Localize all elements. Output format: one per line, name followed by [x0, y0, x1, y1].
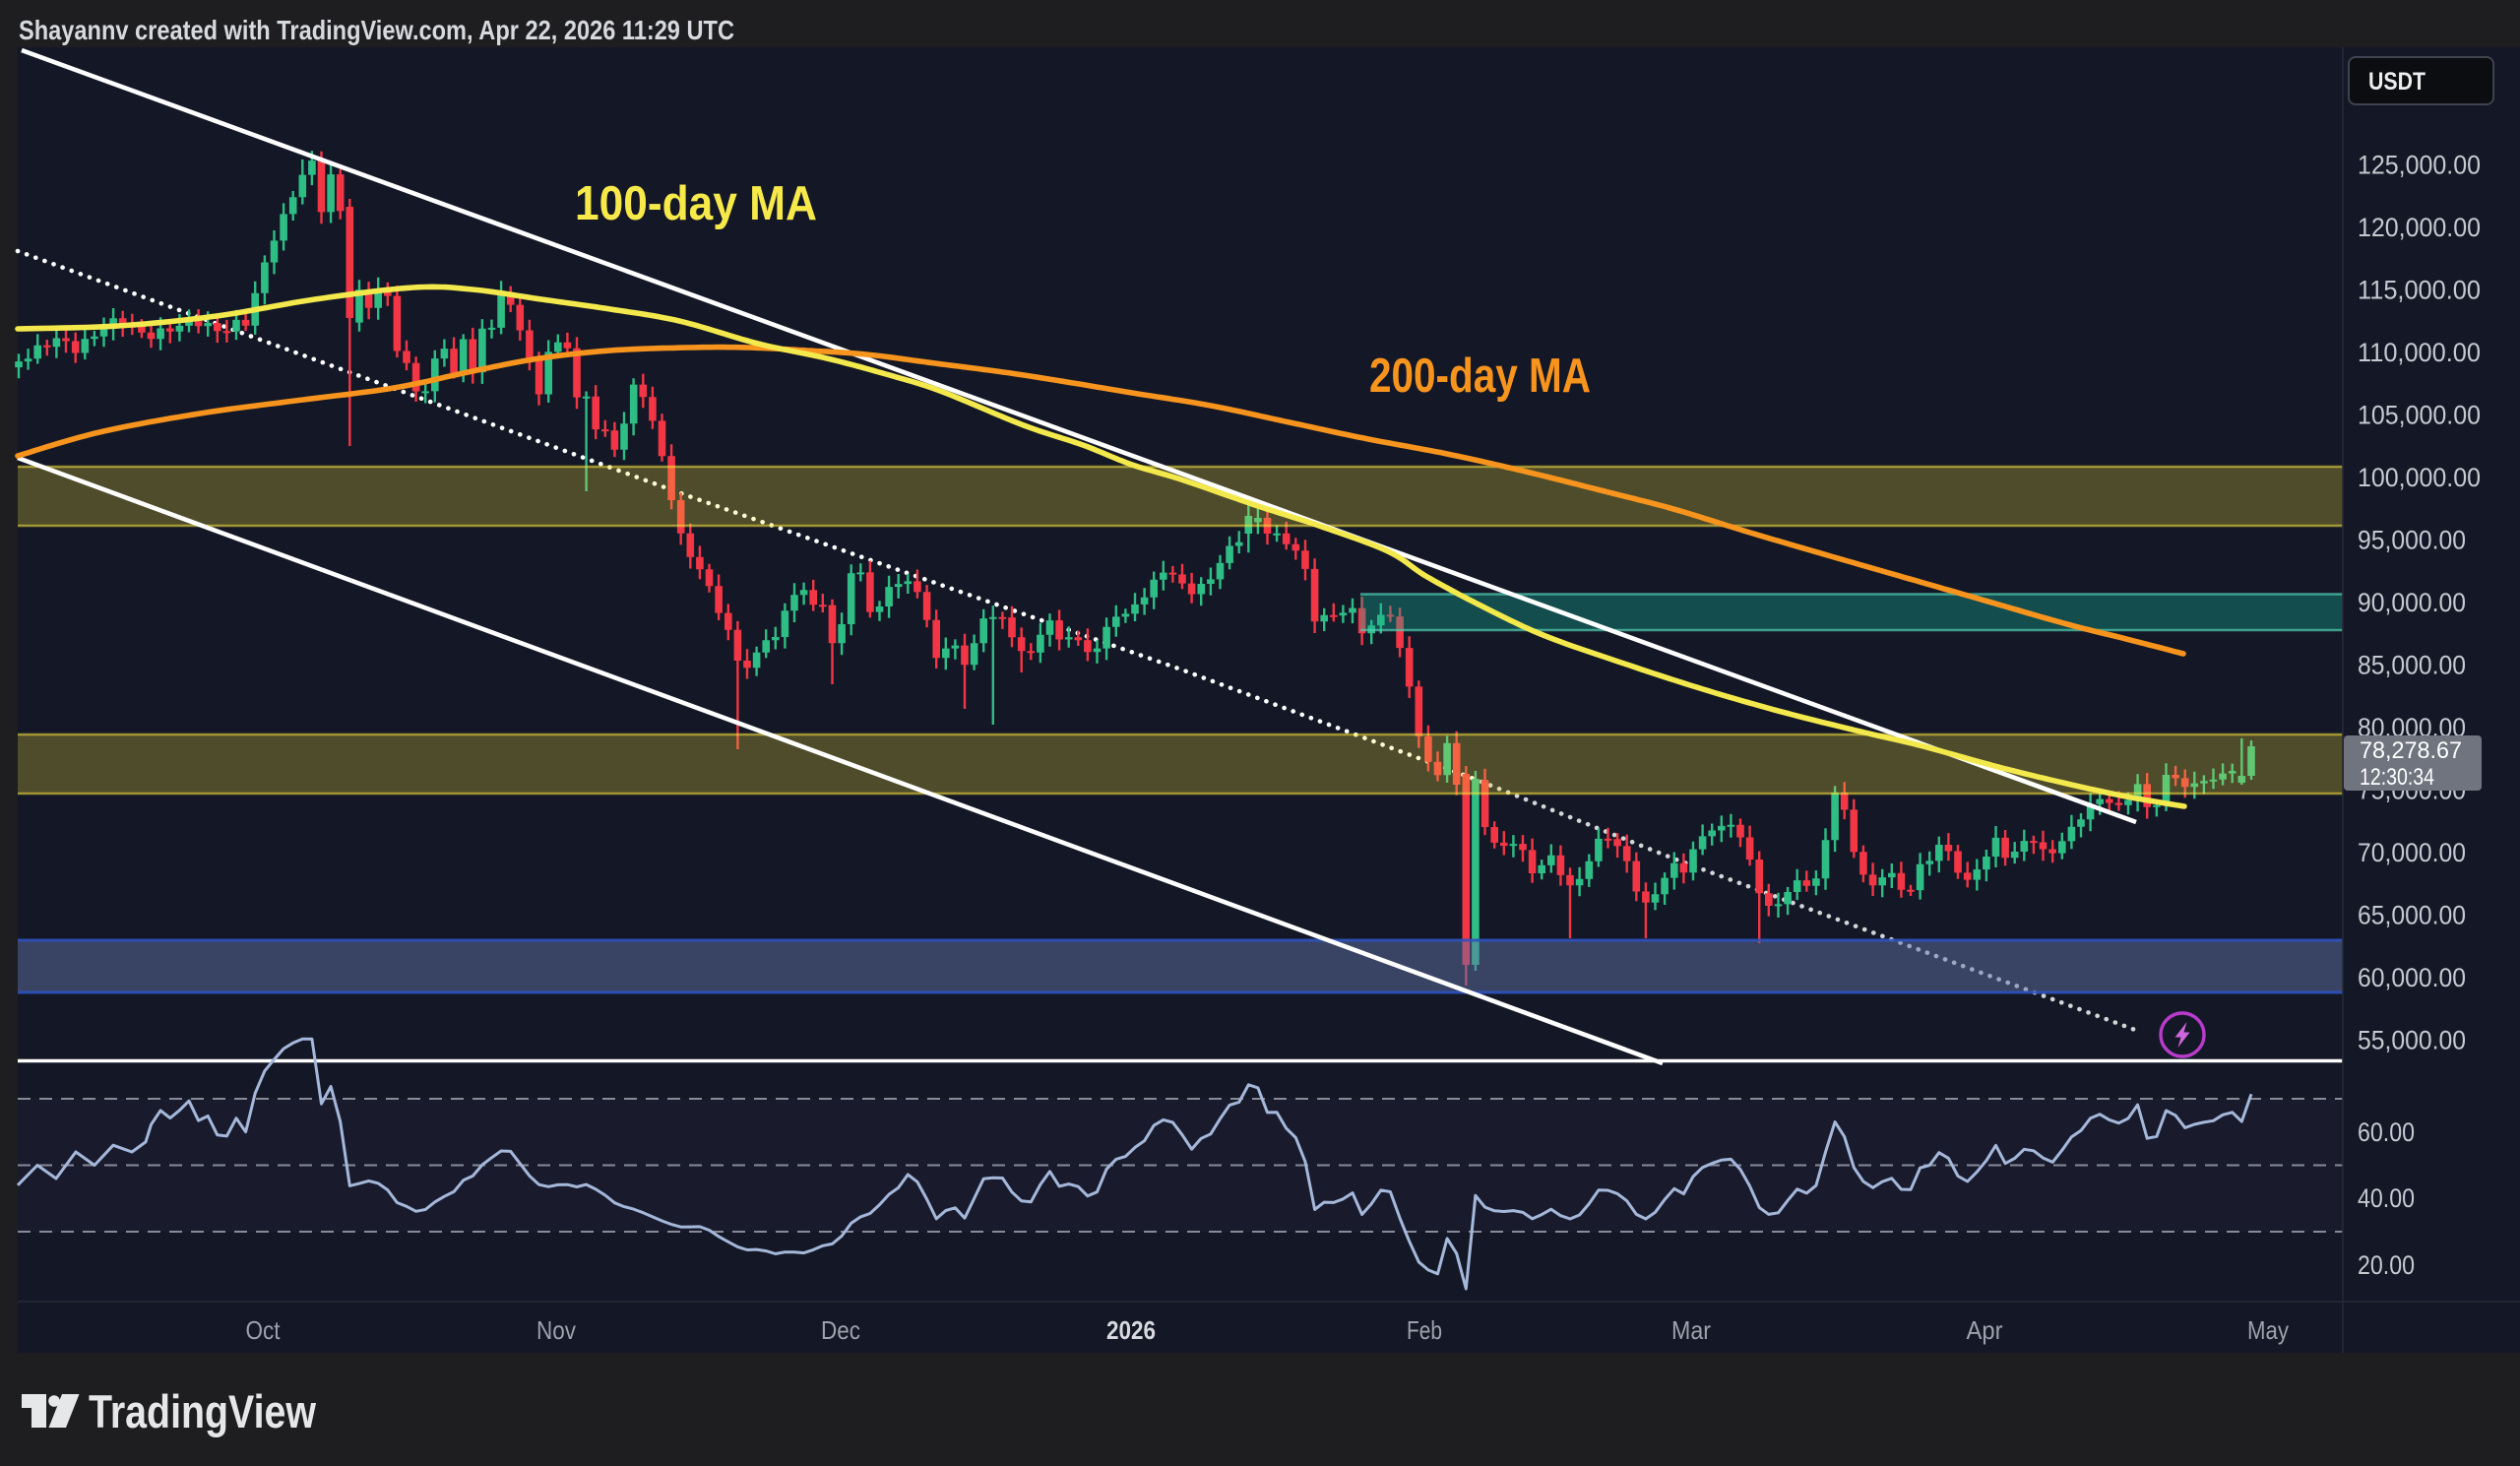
svg-text:Dec: Dec — [821, 1315, 860, 1345]
svg-text:40.00: 40.00 — [2358, 1183, 2415, 1213]
svg-text:2026: 2026 — [1106, 1315, 1156, 1345]
svg-text:65,000.00: 65,000.00 — [2358, 901, 2466, 930]
svg-text:90,000.00: 90,000.00 — [2358, 588, 2466, 617]
svg-text:55,000.00: 55,000.00 — [2358, 1026, 2466, 1055]
svg-text:USDT: USDT — [2368, 68, 2426, 96]
svg-text:100,000.00: 100,000.00 — [2358, 463, 2481, 492]
svg-text:70,000.00: 70,000.00 — [2358, 838, 2466, 867]
svg-text:60,000.00: 60,000.00 — [2358, 963, 2466, 992]
svg-text:85,000.00: 85,000.00 — [2358, 651, 2466, 680]
svg-text:20.00: 20.00 — [2358, 1250, 2415, 1280]
svg-text:120,000.00: 120,000.00 — [2358, 213, 2481, 242]
svg-text:Nov: Nov — [536, 1315, 576, 1345]
svg-text:105,000.00: 105,000.00 — [2358, 401, 2481, 430]
svg-text:60.00: 60.00 — [2358, 1117, 2415, 1147]
svg-text:Feb: Feb — [1407, 1315, 1442, 1345]
svg-text:200-day MA: 200-day MA — [1369, 350, 1591, 403]
svg-text:May: May — [2247, 1315, 2289, 1345]
svg-text:Oct: Oct — [246, 1315, 282, 1345]
svg-text:115,000.00: 115,000.00 — [2358, 276, 2481, 305]
svg-text:95,000.00: 95,000.00 — [2358, 526, 2466, 555]
svg-text:Shayannv created with TradingV: Shayannv created with TradingView.com, A… — [19, 15, 734, 45]
svg-text:125,000.00: 125,000.00 — [2358, 151, 2481, 180]
svg-text:TradingView: TradingView — [89, 1385, 316, 1437]
svg-text:78,278.67: 78,278.67 — [2360, 737, 2462, 764]
svg-text:Mar: Mar — [1671, 1315, 1711, 1345]
svg-text:Apr: Apr — [1967, 1315, 2003, 1345]
svg-text:100-day MA: 100-day MA — [575, 177, 817, 230]
svg-text:110,000.00: 110,000.00 — [2358, 338, 2481, 367]
svg-text:12:30:34: 12:30:34 — [2360, 764, 2434, 791]
